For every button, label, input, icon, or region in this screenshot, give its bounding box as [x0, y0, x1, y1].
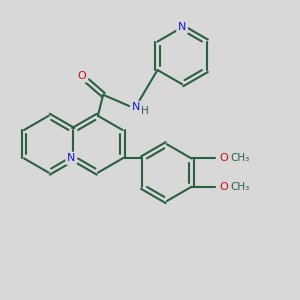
Text: N: N: [132, 102, 140, 112]
Text: O: O: [78, 71, 86, 81]
Text: N: N: [178, 22, 186, 32]
Text: H: H: [141, 106, 149, 116]
Text: CH₃: CH₃: [230, 182, 250, 192]
Text: N: N: [67, 153, 75, 164]
Text: O: O: [220, 153, 229, 164]
Text: O: O: [220, 182, 229, 192]
Text: CH₃: CH₃: [230, 153, 250, 164]
